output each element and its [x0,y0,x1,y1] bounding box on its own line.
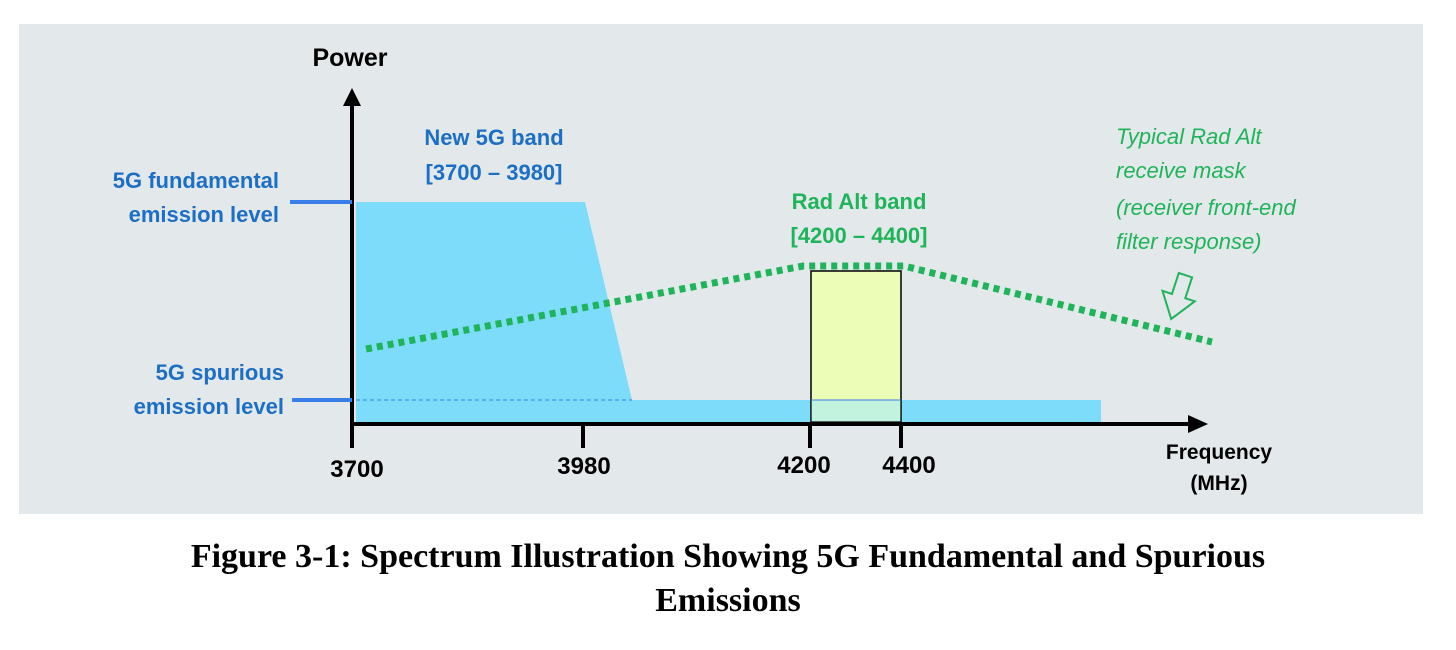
figure-caption: Figure 3-1: Spectrum Illustration Showin… [0,535,1456,623]
x-tick-label: 3700 [330,456,383,483]
figure-caption-line: Figure 3-1: Spectrum Illustration Showin… [190,538,1266,575]
5g-band-range: [3700 – 3980] [426,160,563,185]
x-tick-label: 4400 [882,452,935,479]
5g-emission-area [356,202,1101,422]
x-tick-label: 4200 [777,452,830,479]
outline-down-arrow-icon [1160,271,1197,321]
spurious-level-label: emission level [134,394,284,419]
5g-band-label: New 5G band [424,125,563,150]
rad-alt-band-range: [4200 – 4400] [791,223,928,248]
x-tick-label: 3980 [557,453,610,480]
y-axis-label: Power [312,44,387,72]
rad-alt-band-label: Rad Alt band [792,189,927,214]
spurious-level-label: 5G spurious [156,360,284,385]
receive-mask-label: filter response) [1116,229,1262,254]
fundamental-level-label: 5G fundamental [113,168,279,193]
rad-alt-receive-mask [365,262,1213,353]
x-axis-unit: (MHz) [1190,472,1247,495]
x-axis-label: Frequency [1166,441,1273,464]
y-axis-arrowhead [343,88,361,106]
figure-caption-line: Emissions [655,582,801,619]
rad-alt-overlap-area [811,400,901,422]
rad-alt-band-box [810,270,902,423]
receive-mask-label: (receiver front-end [1116,195,1297,220]
receive-mask-label: receive mask [1116,158,1247,183]
x-axis-arrowhead [1188,415,1208,433]
fundamental-level-label: emission level [129,202,279,227]
receive-mask-label: Typical Rad Alt [1116,124,1262,149]
